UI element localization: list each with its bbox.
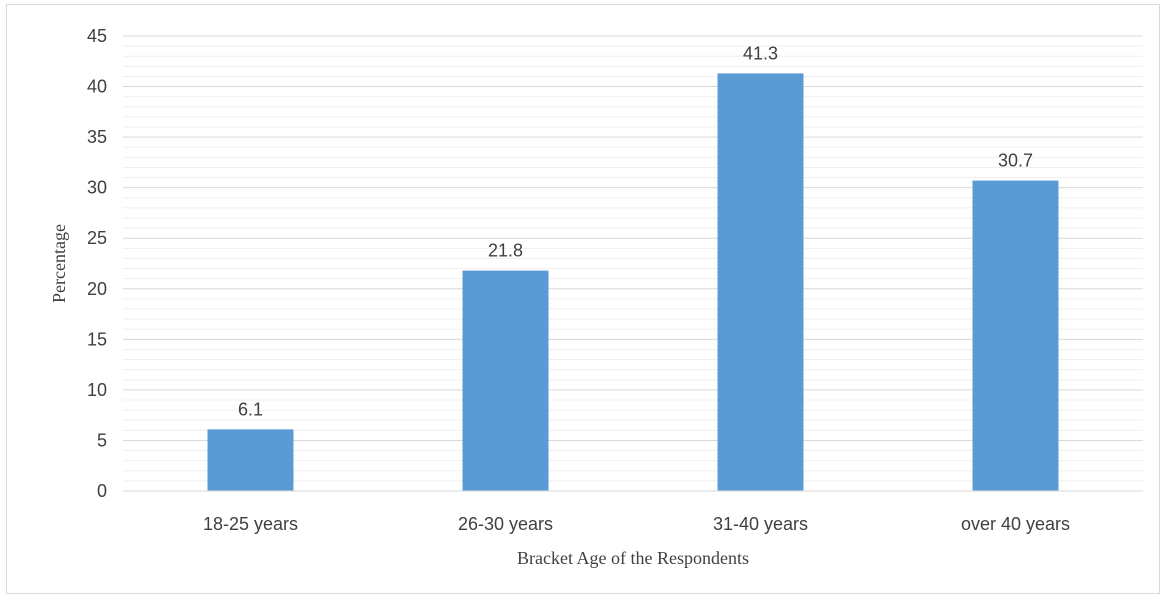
data-labels: 6.1 21.8 41.3 30.7 bbox=[238, 43, 1033, 419]
y-tick-label: 5 bbox=[97, 430, 107, 450]
x-axis-title: Bracket Age of the Respondents bbox=[517, 548, 749, 568]
x-tick-label: 18-25 years bbox=[203, 514, 298, 534]
bar bbox=[972, 180, 1059, 492]
bars bbox=[207, 73, 1059, 492]
bar-value-label: 30.7 bbox=[998, 151, 1033, 171]
bar bbox=[462, 270, 549, 491]
bar-value-label: 6.1 bbox=[238, 399, 263, 419]
y-tick-label: 30 bbox=[87, 178, 107, 198]
y-tick-label: 15 bbox=[87, 329, 107, 349]
y-tick-label: 35 bbox=[87, 127, 107, 147]
x-tick-label: 31-40 years bbox=[713, 514, 808, 534]
x-tick-label: 26-30 years bbox=[458, 514, 553, 534]
y-tick-label: 40 bbox=[87, 77, 107, 97]
y-tick-label: 0 bbox=[97, 481, 107, 501]
y-tick-label: 45 bbox=[87, 26, 107, 46]
bar-chart: 6.1 21.8 41.3 30.7 0 5 10 15 20 25 30 35 40 45 18-25… bbox=[49, 26, 1143, 568]
y-axis-title: Percentage bbox=[49, 224, 69, 303]
bar bbox=[717, 73, 804, 492]
bar-value-label: 41.3 bbox=[743, 43, 778, 63]
y-tick-label: 10 bbox=[87, 380, 107, 400]
bar bbox=[207, 429, 294, 491]
x-axis-ticks: 18-25 years 26-30 years 31-40 years over 40… bbox=[203, 514, 1070, 534]
chart-frame: 6.1 21.8 41.3 30.7 0 5 10 15 20 25 30 35 40 45 18-25… bbox=[6, 4, 1160, 594]
x-tick-label: over 40 years bbox=[961, 514, 1070, 534]
y-axis-ticks: 0 5 10 15 20 25 30 35 40 45 bbox=[87, 26, 107, 501]
y-tick-label: 20 bbox=[87, 279, 107, 299]
bar-value-label: 21.8 bbox=[488, 241, 523, 261]
y-tick-label: 25 bbox=[87, 228, 107, 248]
